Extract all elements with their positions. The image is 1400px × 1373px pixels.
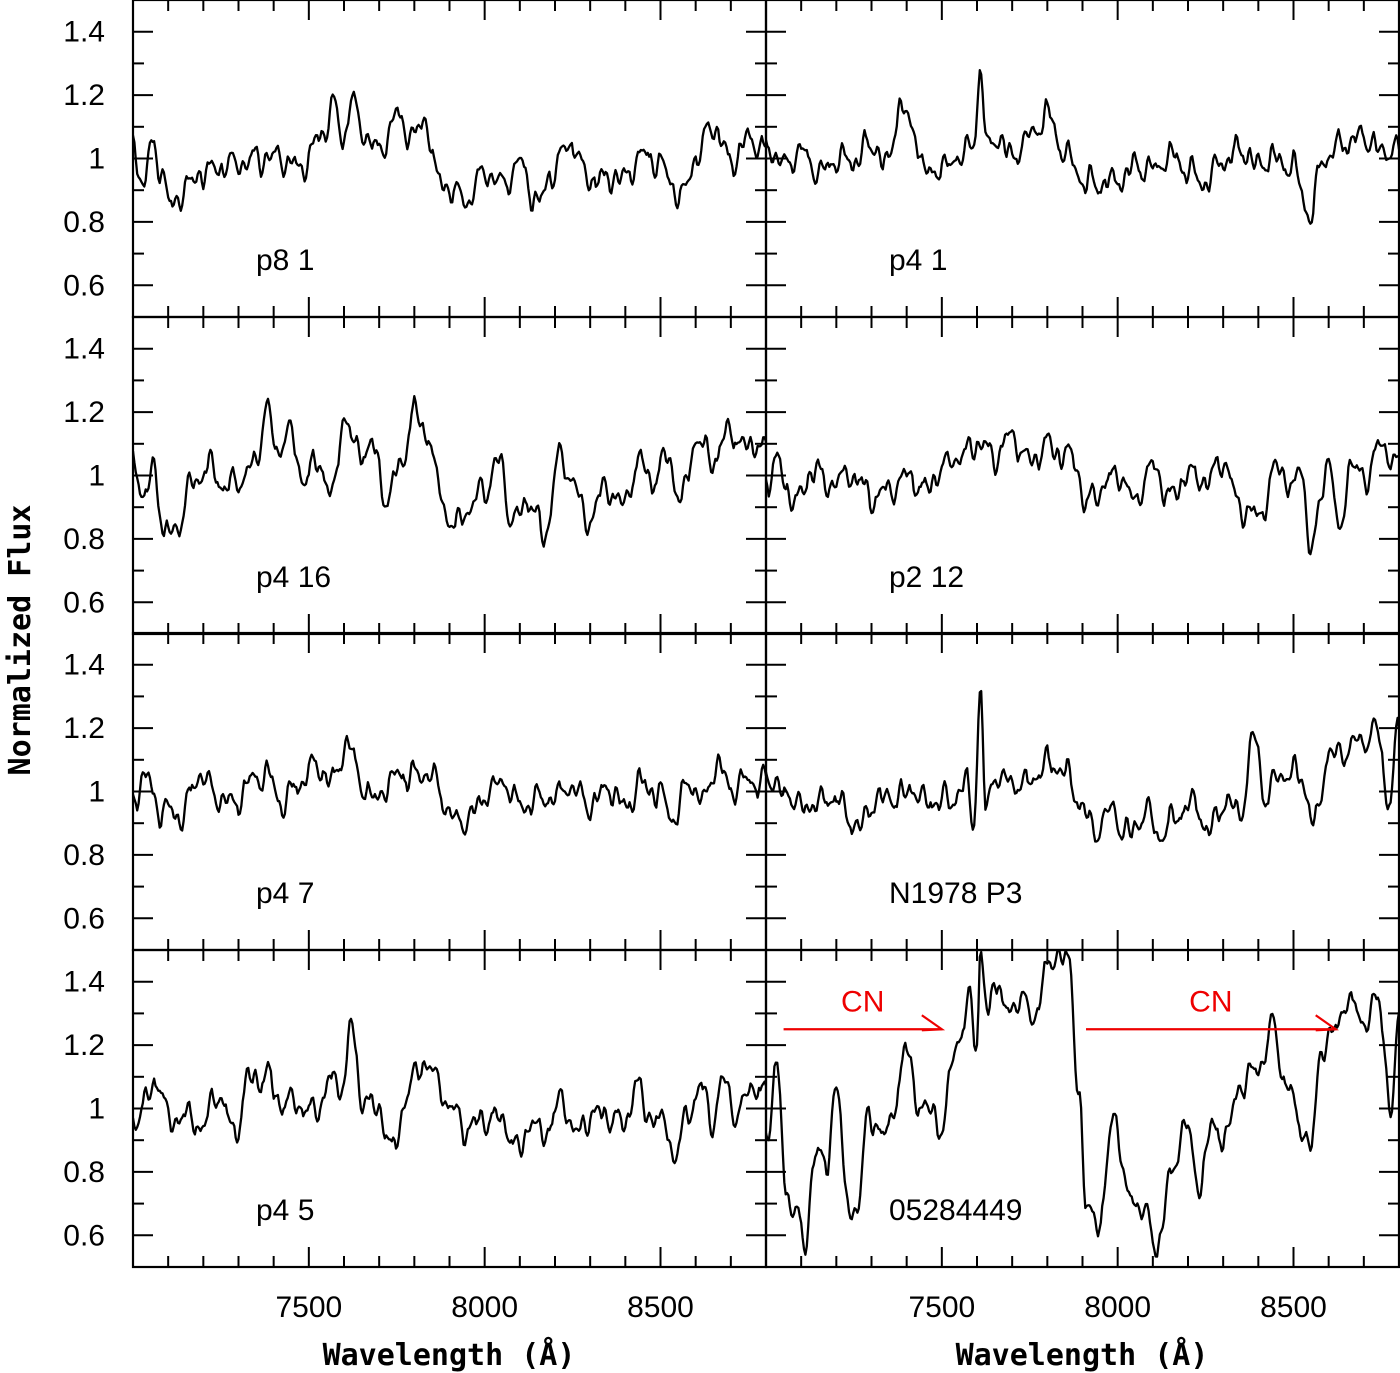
y-tick-label: 0.6 [63,902,105,935]
cn-label: CN [1189,985,1232,1018]
y-tick-label: 0.8 [63,523,105,556]
x-tick-label: 8500 [627,1291,694,1324]
panel-label: p4 5 [256,1194,314,1227]
panel-frame [764,315,1400,636]
spectrum-line [133,1017,766,1165]
panel-2: 0.6 0.8 1 1.2 1.4 p4 16 [63,315,768,636]
x-tick-label: 8500 [1260,1291,1327,1324]
y-tick-label: 0.6 [63,586,105,619]
panel-label: N1978 P3 [889,877,1022,910]
panel-4: 0.6 0.8 1 1.2 1.4 p4 7 [63,631,768,952]
panel-frame [131,315,768,636]
y-tick-label: 1 [88,776,105,809]
spectrum-line [133,395,766,548]
panel-label: p4 16 [256,561,331,594]
y-tick-label: 0.8 [63,1156,105,1189]
panel-label: p8 1 [256,244,314,277]
y-tick-label: 0.8 [63,839,105,872]
x-tick-label: 7500 [908,1291,975,1324]
panel-7: 7500 8000 8500 05284449 [764,948,1400,1324]
y-tick-label: 1.2 [63,79,105,112]
spectrum-line [766,69,1399,225]
panel-6: 0.6 0.8 1 1.2 1.4 7500 8000 8500 p4 5 [63,948,768,1324]
y-tick-label: 1.2 [63,712,105,745]
spectrum-line [133,734,766,836]
x-axis-title-right: Wavelength (Å) [956,1336,1209,1373]
y-axis-title: Normalized Flux [3,505,38,776]
y-tick-label: 1.2 [63,1029,105,1062]
y-tick-label: 1 [88,1093,105,1126]
spectrum-line [766,429,1399,556]
y-tick-label: 1.4 [63,966,105,999]
cn-annotation: CN [1086,985,1339,1032]
cn-arrow-head [1315,1014,1339,1032]
panel-5: N1978 P3 [764,631,1400,952]
spectrum-line [766,689,1399,843]
y-tick-label: 1.4 [63,649,105,682]
y-tick-label: 0.6 [63,1219,105,1252]
panel-label: p4 1 [889,244,947,277]
x-tick-label: 8000 [1084,1291,1151,1324]
panel-label: p4 7 [256,877,314,910]
cn-arrow-head [921,1014,946,1032]
x-axis-title-left: Wavelength (Å) [323,1336,576,1373]
y-tick-label: 1 [88,143,105,176]
spectrum-line [766,950,1399,1258]
y-tick-label: 1 [88,460,105,493]
panel-label: 05284449 [889,1194,1022,1227]
panel-0: 0.6 0.8 1 1.2 1.4 p8 1 [63,0,768,319]
panel-frame [131,948,768,1269]
panel-label: p2 12 [889,561,964,594]
y-tick-label: 0.6 [63,269,105,302]
spectrum-line [133,90,766,212]
cn-label: CN [841,985,884,1018]
y-tick-label: 0.8 [63,206,105,239]
y-tick-label: 1.4 [63,333,105,366]
x-tick-label: 8000 [451,1291,518,1324]
panel-1: p4 1 [764,0,1400,319]
cn-annotation: CN [783,985,946,1032]
panel-3: p2 12 [764,315,1400,636]
y-tick-label: 1.2 [63,396,105,429]
y-tick-label: 1.4 [63,16,105,49]
panels-layer: 0.6 0.8 1 1.2 1.4 p8 1 p4 1 0.6 0.8 1 1.2 1.4 p4 16 p… [63,0,1400,1324]
panel-frame [131,631,768,952]
x-tick-label: 7500 [275,1291,342,1324]
